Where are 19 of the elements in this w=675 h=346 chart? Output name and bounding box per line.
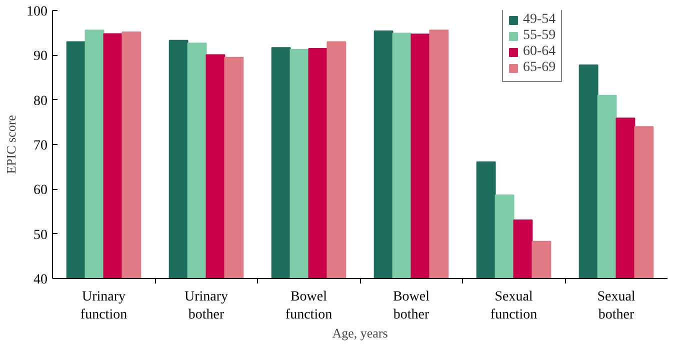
y-tick-label: 70 bbox=[34, 138, 48, 154]
x-tick-label: Bowel function bbox=[285, 290, 332, 322]
x-axis-title: Age, years bbox=[332, 326, 388, 340]
legend-label: 49-54 bbox=[523, 12, 556, 28]
y-tick-label: 40 bbox=[34, 272, 48, 288]
legend-label: 65-69 bbox=[523, 60, 556, 76]
legend-label: 55-59 bbox=[523, 28, 556, 44]
x-tick-label: Sexual bother bbox=[597, 290, 636, 322]
y-axis-title: EPIC score bbox=[4, 114, 18, 174]
x-tick-label: Bowel bother bbox=[392, 290, 430, 322]
y-tick-label: 90 bbox=[34, 49, 48, 64]
y-tick-label: 100 bbox=[26, 4, 48, 20]
y-tick-label: 60 bbox=[34, 183, 48, 198]
x-tick-label: Urinary bother bbox=[184, 290, 228, 322]
y-tick-label: 80 bbox=[34, 94, 48, 109]
legend-label: 60-64 bbox=[523, 44, 556, 60]
x-tick-label: Sexual function bbox=[490, 290, 538, 322]
y-tick-label: 50 bbox=[34, 228, 48, 243]
x-tick-label: Urinary function bbox=[80, 290, 128, 322]
